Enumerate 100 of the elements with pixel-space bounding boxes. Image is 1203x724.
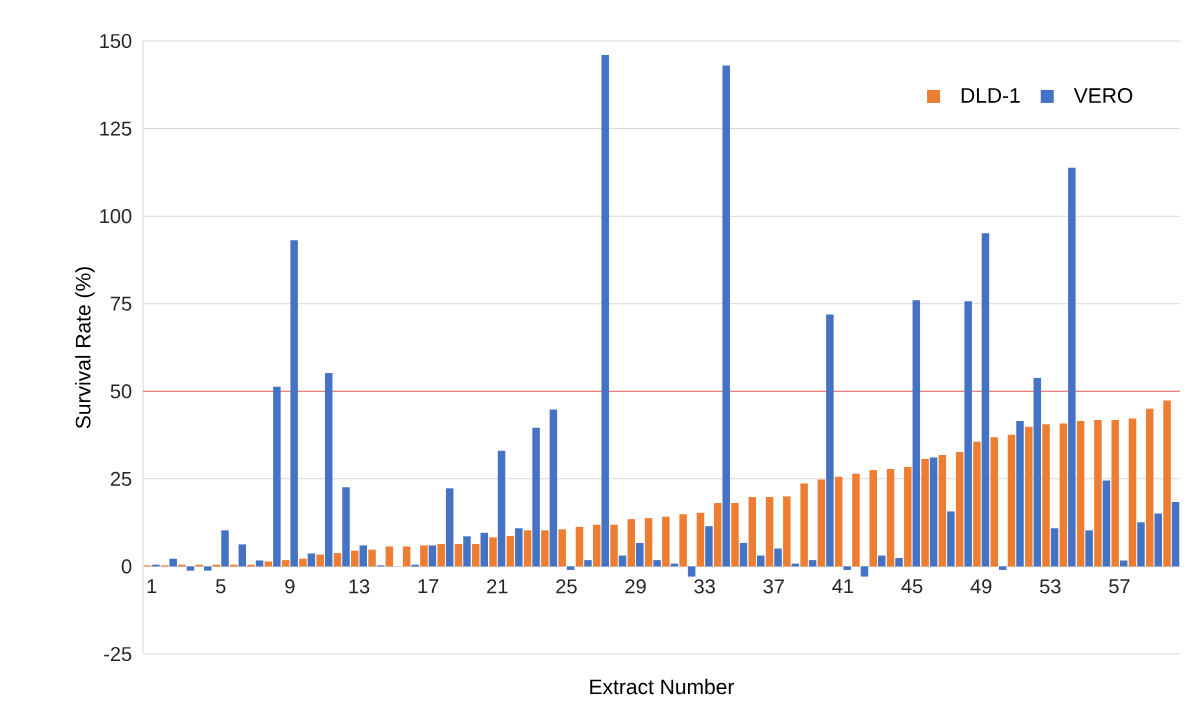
bar xyxy=(1154,513,1163,567)
x-tick-label: 9 xyxy=(285,579,295,594)
bar xyxy=(783,496,791,567)
bar xyxy=(472,544,480,567)
y-tick-label: -25 xyxy=(104,646,132,662)
bar xyxy=(506,535,515,567)
y-tick-label: 150 xyxy=(100,33,132,49)
bar xyxy=(420,545,428,567)
bar xyxy=(713,503,722,567)
x-tick-label: 1 xyxy=(147,579,157,594)
x-tick-label: 33 xyxy=(694,579,715,594)
bar xyxy=(1059,423,1068,567)
bar xyxy=(748,497,757,567)
legend-label: VERO xyxy=(1073,88,1133,103)
bar xyxy=(912,300,921,567)
bar xyxy=(636,542,644,567)
bar xyxy=(929,457,938,567)
bar xyxy=(333,553,342,567)
bar xyxy=(601,55,609,567)
bar xyxy=(869,470,877,567)
bar xyxy=(955,451,964,567)
x-tick-label: 53 xyxy=(1039,579,1061,594)
bar xyxy=(1102,480,1111,567)
bar xyxy=(973,441,981,567)
bar xyxy=(662,516,670,567)
bar xyxy=(575,526,584,567)
bar xyxy=(1050,528,1059,567)
bar xyxy=(886,469,895,567)
x-tick-label: 21 xyxy=(487,579,508,594)
bar xyxy=(273,386,281,567)
bar xyxy=(705,526,713,567)
bar xyxy=(532,427,540,567)
legend-label: DLD-1 xyxy=(961,88,1020,103)
bar xyxy=(722,65,730,567)
bar xyxy=(307,553,316,567)
bar xyxy=(644,518,653,567)
bar xyxy=(1111,420,1119,567)
bar xyxy=(1128,418,1137,567)
bar xyxy=(904,466,912,567)
x-tick-label: 57 xyxy=(1109,579,1130,594)
y-tick-label: 50 xyxy=(110,384,132,399)
bar xyxy=(1025,426,1033,567)
bar xyxy=(549,409,558,567)
bar xyxy=(687,566,696,577)
x-tick-label: 17 xyxy=(418,579,439,594)
bar xyxy=(1163,400,1171,567)
x-tick-label: 29 xyxy=(625,579,646,594)
bar xyxy=(541,530,549,567)
bar xyxy=(480,532,489,567)
bar xyxy=(826,314,834,567)
bar xyxy=(653,560,661,567)
bar xyxy=(454,544,463,567)
bar xyxy=(402,546,411,567)
x-tick-label: 5 xyxy=(216,579,226,594)
x-tick-label: 41 xyxy=(832,579,854,594)
bar xyxy=(445,488,454,567)
bar xyxy=(696,512,705,567)
bar xyxy=(203,566,212,571)
bar xyxy=(1119,560,1128,567)
bar xyxy=(964,301,972,567)
bar xyxy=(921,458,929,567)
bar xyxy=(627,519,636,567)
bar xyxy=(463,536,471,567)
bar xyxy=(1085,530,1093,567)
bar xyxy=(523,530,532,567)
bar xyxy=(947,511,955,567)
bar xyxy=(834,476,843,567)
y-tick-label: 0 xyxy=(121,559,132,574)
bar xyxy=(990,437,998,567)
bar xyxy=(255,560,264,567)
bar xyxy=(739,542,748,567)
bar xyxy=(324,373,333,567)
bar xyxy=(774,548,782,567)
bar xyxy=(895,558,903,567)
y-tick-label: 100 xyxy=(100,209,132,224)
bar xyxy=(489,537,497,567)
bar xyxy=(817,479,826,567)
bar xyxy=(998,566,1007,570)
bar xyxy=(1007,434,1016,567)
y-tick-label: 75 xyxy=(110,296,132,311)
bar xyxy=(1137,522,1145,567)
bar xyxy=(238,544,247,567)
bar xyxy=(299,558,307,567)
bar xyxy=(731,503,739,567)
bar xyxy=(860,566,869,577)
y-tick-label: 125 xyxy=(100,121,132,136)
bar xyxy=(1042,424,1050,567)
bar xyxy=(186,566,195,571)
bar xyxy=(1076,421,1085,567)
bar xyxy=(843,566,851,570)
bar xyxy=(351,550,359,567)
bar xyxy=(515,528,523,567)
bar xyxy=(584,560,592,567)
bar xyxy=(566,566,575,570)
bar xyxy=(221,530,229,567)
y-tick-label: 25 xyxy=(110,471,132,486)
bar xyxy=(765,497,774,567)
bar xyxy=(981,233,990,567)
x-tick-label: 45 xyxy=(901,579,923,594)
bar xyxy=(437,544,445,567)
